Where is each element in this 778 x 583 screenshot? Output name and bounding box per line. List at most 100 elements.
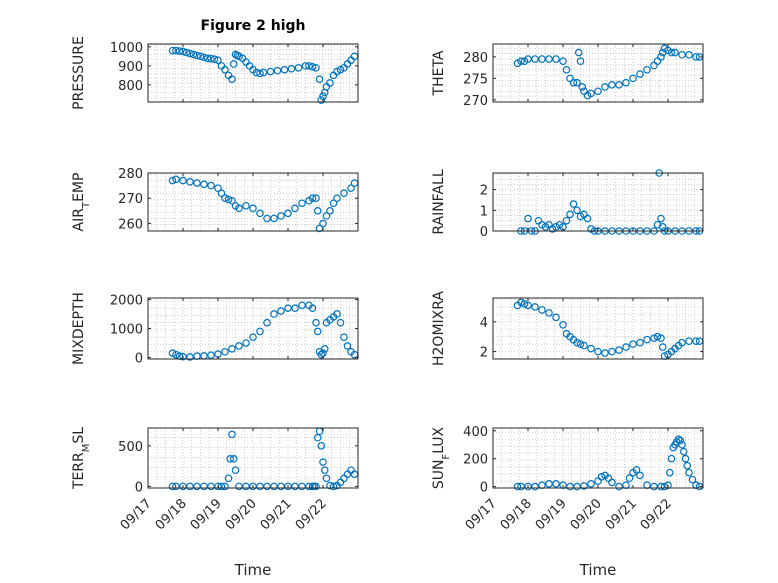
- data-point: [207, 351, 215, 360]
- data-point: [594, 87, 602, 96]
- data-point: [308, 63, 317, 71]
- data-point: [235, 342, 243, 350]
- subplot-3: 260 270 280 AIRTEMP: [71, 167, 359, 232]
- data-point: [329, 199, 338, 208]
- data-point: [665, 468, 674, 477]
- data-point: [291, 482, 299, 491]
- data-point: [658, 223, 667, 231]
- data-point: [249, 204, 257, 213]
- data-point: [179, 47, 187, 56]
- y-axis-label: PRESSURE: [71, 36, 87, 110]
- y-tick-label: 800: [118, 79, 143, 94]
- data-point: [277, 307, 285, 315]
- data-point: [587, 344, 595, 353]
- data-point: [214, 56, 222, 64]
- data-point: [284, 304, 292, 312]
- y-tick-label: 0: [135, 352, 143, 367]
- data-point: [168, 349, 177, 357]
- data-point: [685, 468, 693, 477]
- data-point: [569, 200, 578, 208]
- data-point: [632, 466, 641, 474]
- data-point: [287, 64, 296, 73]
- data-point: [653, 57, 662, 65]
- data-point: [266, 67, 275, 76]
- data-point: [678, 338, 686, 347]
- data-point: [235, 482, 243, 491]
- data-point: [545, 55, 553, 63]
- data-point: [566, 482, 574, 491]
- data-point: [203, 54, 212, 63]
- data-point: [573, 482, 581, 491]
- y-axis-label: AIRTEMP: [71, 173, 92, 232]
- data-point: [305, 62, 313, 70]
- data-point: [228, 345, 236, 353]
- data-point: [566, 74, 574, 83]
- data-point: [333, 194, 341, 203]
- data-point: [172, 46, 180, 55]
- y-tick-label: 270: [463, 94, 488, 109]
- data-point: [193, 179, 201, 187]
- data-point: [320, 345, 329, 353]
- data-point: [562, 216, 571, 225]
- data-point: [313, 433, 322, 442]
- data-point: [625, 474, 634, 483]
- data-point: [256, 69, 264, 78]
- y-tick-label: 0: [480, 225, 488, 240]
- data-point: [179, 352, 187, 361]
- data-point: [569, 78, 578, 87]
- data-point: [340, 189, 348, 197]
- data-point: [308, 194, 317, 203]
- data-point: [312, 194, 320, 203]
- data-point: [552, 480, 560, 488]
- y-tick-label: 400: [463, 425, 488, 440]
- data-point: [587, 480, 595, 488]
- data-point: [231, 466, 240, 474]
- data-point: [559, 320, 567, 329]
- data-point: [643, 65, 651, 74]
- data-point: [578, 83, 587, 91]
- data-point: [347, 466, 355, 474]
- data-point: [322, 212, 331, 220]
- x-tick-label: 09/19: [533, 496, 570, 533]
- data-point: [242, 339, 250, 347]
- data-point: [259, 68, 268, 77]
- data-point: [562, 65, 571, 74]
- data-point: [629, 340, 637, 348]
- data-point: [200, 482, 208, 491]
- y-tick-label: 275: [463, 72, 488, 87]
- data-point: [179, 482, 187, 491]
- data-point: [226, 455, 235, 463]
- data-point: [224, 195, 233, 204]
- data-point: [229, 60, 238, 68]
- data-point: [517, 57, 525, 65]
- data-point: [284, 209, 292, 218]
- data-point: [217, 189, 226, 197]
- y-tick-label: 2: [480, 184, 488, 199]
- data-point: [320, 466, 329, 474]
- data-point: [224, 71, 233, 80]
- data-point: [657, 482, 665, 491]
- data-point: [601, 349, 609, 357]
- x-tick-label: 09/22: [293, 496, 330, 533]
- y-axis-label: H2OMIXRA: [431, 291, 447, 366]
- data-point: [573, 206, 581, 215]
- y-axis-label: MIXDEPTH: [71, 292, 87, 365]
- x-tick-label: 09/17: [463, 496, 500, 533]
- data-point: [291, 304, 299, 312]
- data-point: [608, 81, 616, 89]
- data-point: [681, 454, 690, 463]
- data-point: [678, 50, 686, 59]
- data-point: [277, 482, 285, 491]
- data-point: [350, 470, 359, 479]
- data-point: [615, 346, 623, 354]
- data-point: [685, 50, 693, 59]
- data-point: [193, 51, 201, 60]
- data-point: [294, 63, 303, 72]
- y-axis-label: THETA: [431, 50, 447, 96]
- data-point: [566, 210, 574, 219]
- data-point: [312, 318, 320, 327]
- data-point: [545, 309, 553, 317]
- y-tick-label: 1000: [110, 323, 143, 338]
- y-tick-label: 200: [463, 453, 488, 468]
- data-point: [207, 181, 215, 190]
